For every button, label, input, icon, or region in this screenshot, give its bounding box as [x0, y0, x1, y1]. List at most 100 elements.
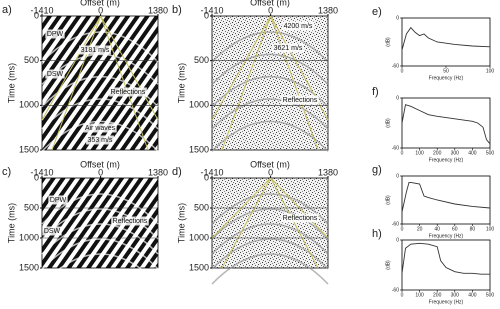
plot-frame	[401, 239, 491, 291]
spectrum-line	[401, 26, 491, 51]
annotation: 353 m/s	[88, 137, 113, 144]
x-axis-label: Offset (m)	[80, 0, 120, 7]
x-tick-label: 0	[401, 150, 404, 156]
event-curve	[41, 31, 159, 63]
y-tick-label: 0	[396, 15, 399, 21]
velocity-line	[211, 15, 272, 121]
y-tick-label: 0	[34, 10, 39, 20]
x-tick-label: 1380	[318, 167, 338, 177]
x-axis-label: Offset (m)	[250, 159, 290, 169]
x-tick-label: -1410	[30, 167, 53, 177]
panel-label: h)	[372, 228, 382, 240]
annotation: 4200 m/s	[284, 23, 313, 30]
x-tick-label: -1410	[30, 5, 53, 15]
annotation: DSW	[47, 71, 64, 78]
velocity-line	[270, 15, 319, 151]
annotation-box	[45, 69, 65, 79]
annotation-box	[83, 123, 117, 133]
annotation: Air waves	[85, 125, 116, 132]
event-curve	[41, 223, 159, 255]
annotation-box	[45, 29, 65, 39]
annotation: Reflections	[111, 89, 146, 96]
y-tick-label: 1000	[19, 100, 39, 110]
y-tick-label: 1000	[189, 232, 209, 242]
velocity-line	[270, 177, 319, 269]
event-curve	[211, 53, 329, 85]
event-curve	[211, 98, 329, 130]
event-curve	[41, 98, 159, 130]
x-tick-label: 400	[468, 292, 477, 298]
x-tick-label: 1380	[318, 5, 338, 15]
panel-label: f)	[372, 86, 379, 98]
spectrum-line	[401, 181, 491, 213]
y-tick-label: 1500	[189, 262, 209, 272]
event-curve	[211, 223, 329, 255]
x-tick-label: 0	[268, 5, 273, 15]
plot-frame	[401, 175, 491, 225]
spectrum-line	[401, 242, 490, 275]
y-tick-label: 0	[204, 10, 209, 20]
y-tick-label: 0	[396, 237, 399, 243]
velocity-line	[221, 15, 272, 151]
event-curve	[41, 238, 159, 270]
annotation: 3621 m/s	[274, 45, 303, 52]
event-curve	[41, 193, 159, 225]
seismic-image	[211, 15, 329, 151]
spectrum-line	[401, 104, 491, 145]
annotation-box	[109, 87, 147, 97]
y-tick-label: -60	[392, 221, 399, 227]
x-axis-label: Frequency (Hz)	[429, 157, 464, 163]
y-tick-label: 1500	[189, 144, 209, 154]
panel-label: g)	[372, 164, 382, 176]
panel-label: a)	[2, 4, 12, 16]
annotation: DPW	[50, 197, 67, 204]
annotation-box	[281, 95, 319, 105]
annotation-box	[272, 43, 304, 53]
x-axis-label: Offset (m)	[80, 159, 120, 169]
x-tick-label: 0	[98, 5, 103, 15]
x-tick-label: -1410	[200, 167, 223, 177]
x-tick-label: 20	[417, 226, 423, 232]
velocity-line	[100, 15, 159, 121]
y-tick-label: 1000	[189, 100, 209, 110]
y-tick-label: 1000	[19, 232, 39, 242]
x-tick-label: 0	[401, 292, 404, 298]
panel-label: e)	[372, 6, 382, 18]
annotation-box	[111, 216, 149, 226]
y-tick-label: 500	[194, 55, 209, 65]
annotation: DSW	[44, 228, 61, 235]
x-tick-label: 0	[401, 226, 404, 232]
y-axis-label: (dB)	[385, 260, 391, 270]
x-tick-label: 0	[401, 68, 404, 74]
annotation: 3181 m/s	[81, 47, 110, 54]
y-tick-label: 1500	[19, 144, 39, 154]
x-tick-label: 40	[434, 226, 440, 232]
x-axis-label: Frequency (Hz)	[429, 233, 464, 239]
x-tick-label: 50	[443, 68, 449, 74]
y-axis-label: Time (ms)	[6, 63, 16, 103]
x-tick-label: 400	[468, 150, 477, 156]
y-tick-label: 500	[24, 202, 39, 212]
x-tick-label: 500	[486, 292, 495, 298]
y-tick-label: 500	[24, 55, 39, 65]
event-curve	[211, 76, 329, 108]
event-curve	[41, 253, 159, 285]
x-tick-label: 100	[486, 68, 495, 74]
x-tick-label: 80	[470, 226, 476, 232]
y-axis-label: Time (ms)	[176, 63, 186, 103]
event-curve	[211, 208, 329, 240]
x-tick-label: 100	[486, 226, 495, 232]
x-tick-label: 100	[415, 150, 424, 156]
y-axis-label: (dB)	[385, 37, 391, 47]
annotation: Reflections	[283, 97, 318, 104]
y-tick-label: 0	[204, 172, 209, 182]
x-axis-label: Frequency (Hz)	[429, 75, 464, 81]
velocity-line	[51, 15, 102, 151]
plot-frame	[401, 97, 491, 149]
x-tick-label: 200	[433, 292, 442, 298]
